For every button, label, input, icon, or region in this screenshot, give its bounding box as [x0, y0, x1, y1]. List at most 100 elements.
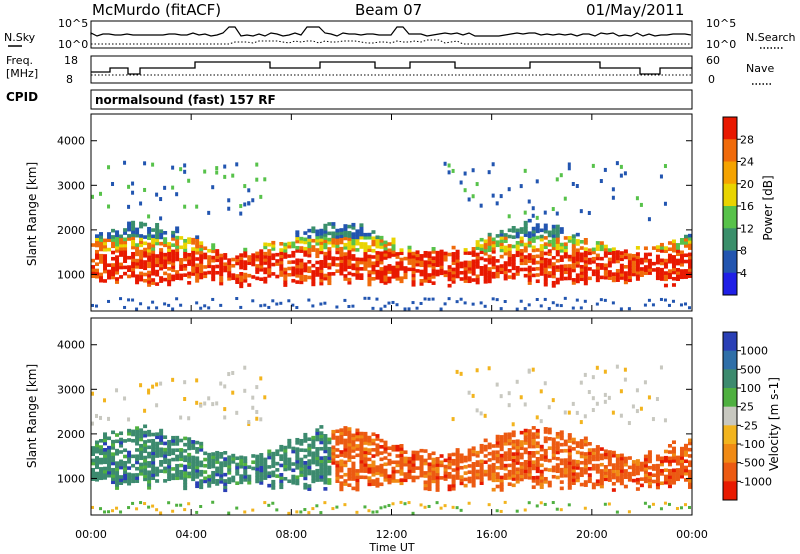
- data-cell: [283, 455, 288, 459]
- data-cell: [399, 478, 404, 482]
- data-cell: [231, 456, 236, 461]
- data-cell: [523, 210, 527, 215]
- data-cell: [307, 247, 312, 252]
- data-cell: [399, 444, 404, 448]
- data-cell: [595, 482, 600, 487]
- data-cell: [287, 466, 292, 471]
- data-cell: [123, 464, 128, 468]
- data-cell: [151, 470, 156, 474]
- data-cell: [239, 464, 244, 469]
- data-cell: [331, 234, 336, 239]
- data-cell: [427, 257, 432, 262]
- data-cell: [579, 271, 584, 275]
- data-cell: [303, 278, 308, 282]
- data-cell: [179, 476, 184, 480]
- x-tick-label: 20:00: [576, 528, 608, 541]
- data-cell: [135, 243, 140, 247]
- data-cell: [183, 458, 188, 463]
- data-cell: [559, 245, 564, 250]
- data-cell: [251, 256, 256, 261]
- data-cell: [347, 265, 352, 269]
- data-cell: [491, 472, 496, 476]
- data-cell: [687, 236, 692, 241]
- data-cell: [351, 433, 356, 438]
- data-cell: [95, 304, 99, 308]
- data-cell: [647, 217, 651, 222]
- data-cell: [235, 506, 239, 510]
- data-cell: [575, 276, 580, 281]
- data-cell: [511, 446, 516, 450]
- data-cell: [619, 266, 624, 271]
- data-cell: [663, 468, 668, 473]
- data-cell: [183, 380, 187, 385]
- data-cell: [455, 268, 460, 273]
- data-cell: [311, 245, 316, 249]
- data-cell: [111, 430, 116, 435]
- data-cell: [383, 240, 388, 245]
- data-cell: [303, 508, 307, 512]
- data-cell: [671, 449, 676, 454]
- data-cell: [667, 478, 672, 482]
- data-cell: [259, 194, 263, 199]
- data-cell: [411, 478, 416, 483]
- data-cell: [575, 298, 579, 302]
- data-cell: [131, 242, 136, 247]
- data-cell: [535, 504, 539, 508]
- data-cell: [515, 265, 520, 270]
- data-cell: [355, 453, 360, 458]
- data-cell: [411, 469, 416, 473]
- data-cell: [575, 239, 580, 243]
- data-cell: [367, 260, 372, 265]
- data-cell: [347, 449, 352, 453]
- data-cell: [575, 444, 580, 448]
- data-cell: [543, 229, 548, 234]
- data-cell: [191, 471, 196, 475]
- data-cell: [319, 434, 324, 439]
- data-cell: [375, 443, 380, 448]
- data-cell: [367, 232, 372, 237]
- data-cell: [619, 173, 623, 178]
- data-cell: [415, 456, 420, 461]
- data-cell: [655, 254, 660, 259]
- data-cell: [339, 437, 344, 442]
- data-cell: [359, 466, 364, 470]
- data-cell: [531, 257, 536, 262]
- data-cell: [467, 501, 471, 505]
- data-cell: [211, 243, 216, 247]
- data-cell: [111, 235, 116, 239]
- data-cell: [483, 276, 488, 281]
- data-cell: [147, 255, 152, 259]
- data-cell: [303, 460, 308, 465]
- data-cell: [499, 264, 504, 268]
- data-cell: [539, 501, 543, 505]
- data-cell: [175, 476, 180, 481]
- data-cell: [295, 233, 300, 238]
- data-cell: [391, 250, 396, 254]
- data-cell: [527, 278, 532, 282]
- data-cell: [639, 273, 644, 277]
- data-cell: [295, 236, 300, 241]
- data-cell: [463, 276, 468, 280]
- data-cell: [491, 243, 496, 248]
- data-cell: [259, 304, 263, 308]
- data-cell: [155, 469, 160, 474]
- data-cell: [307, 228, 312, 233]
- data-cell: [527, 438, 532, 443]
- data-cell: [507, 259, 512, 264]
- data-cell: [207, 264, 212, 269]
- data-cell: [599, 484, 604, 489]
- data-cell: [291, 250, 296, 255]
- data-cell: [211, 452, 216, 456]
- data-cell: [607, 472, 612, 476]
- data-cell: [323, 273, 328, 278]
- data-cell: [379, 473, 384, 477]
- data-cell: [279, 254, 284, 259]
- data-cell: [291, 446, 296, 451]
- data-cell: [383, 462, 388, 467]
- data-cell: [327, 253, 332, 258]
- data-cell: [291, 477, 296, 482]
- data-cell: [399, 450, 404, 454]
- data-cell: [319, 446, 324, 451]
- data-cell: [567, 461, 572, 465]
